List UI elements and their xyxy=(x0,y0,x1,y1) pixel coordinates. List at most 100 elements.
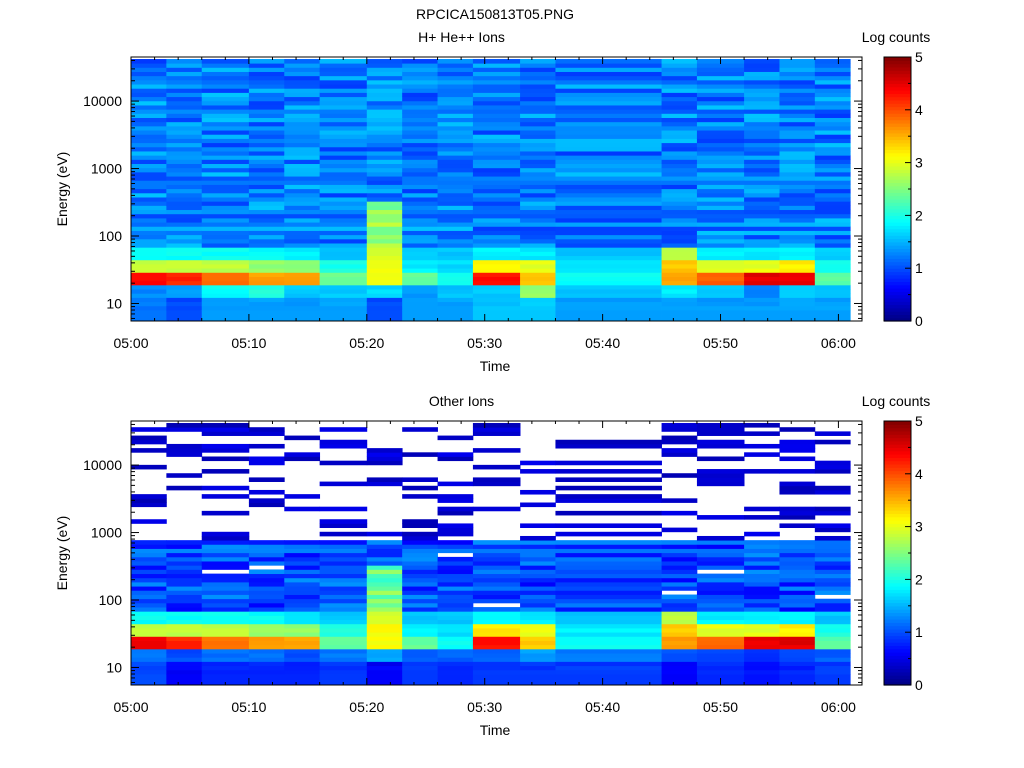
spectrogram-cell xyxy=(661,669,698,675)
spectrogram-cell xyxy=(661,427,698,432)
spectrogram-cell xyxy=(472,134,521,139)
spectrogram-cell xyxy=(201,423,250,428)
spectrogram-cell xyxy=(696,100,745,106)
spectrogram-cell xyxy=(696,109,745,114)
spectrogram-cell xyxy=(319,301,368,307)
time-column xyxy=(319,59,368,321)
time-column xyxy=(284,59,321,321)
colorbar-segment xyxy=(884,258,911,263)
spectrogram-cell xyxy=(696,209,745,215)
spectrogram-cell xyxy=(166,105,203,110)
spectrogram-cell xyxy=(520,268,556,273)
spectrogram-cell xyxy=(366,188,403,194)
spectrogram-cell xyxy=(437,243,474,248)
colorbar-segment xyxy=(884,271,911,276)
spectrogram-cell xyxy=(166,305,203,311)
spectrogram-cell xyxy=(744,226,780,231)
spectrogram-cell xyxy=(779,213,816,219)
spectrogram-cell xyxy=(166,602,203,608)
spectrogram-cell xyxy=(248,598,285,604)
spectrogram-cell xyxy=(402,67,438,72)
spectrogram-cell xyxy=(366,100,403,106)
spectrogram-cell xyxy=(744,192,780,198)
spectrogram-cell xyxy=(472,653,521,658)
y-tick-label: 100 xyxy=(99,228,123,244)
spectrogram-cell xyxy=(744,213,780,219)
spectrogram-cell xyxy=(744,452,780,457)
spectrogram-cell xyxy=(814,665,851,671)
x-tick-label: 05:00 xyxy=(113,335,148,351)
spectrogram-cell xyxy=(744,657,780,662)
colorbar-segment xyxy=(884,572,911,577)
spectrogram-cell xyxy=(131,125,167,131)
colorbar-segment xyxy=(884,589,911,594)
spectrogram-cell xyxy=(248,134,285,139)
colorbar-segment xyxy=(884,238,911,243)
spectrogram-cell xyxy=(166,443,203,449)
spectrogram-cell xyxy=(744,665,780,671)
spectrogram-cell xyxy=(520,197,556,202)
colorbar-segment xyxy=(884,553,911,557)
spectrogram-cell xyxy=(555,280,662,286)
spectrogram-cell xyxy=(319,71,368,77)
spectrogram-cell xyxy=(744,184,780,190)
spectrogram-cell xyxy=(402,669,438,675)
spectrogram-cell xyxy=(402,540,438,545)
spectrogram-cell xyxy=(402,96,438,102)
spectrogram-cell xyxy=(366,573,403,579)
spectrogram-cell xyxy=(661,188,698,194)
spectrogram-cell xyxy=(319,573,368,579)
spectrogram-cell xyxy=(131,581,167,587)
colorbar-tick-label: 2 xyxy=(915,207,923,223)
spectrogram-cell xyxy=(744,284,780,290)
spectrogram-cell xyxy=(744,247,780,252)
spectrogram-cell xyxy=(131,301,167,307)
spectrogram-cell xyxy=(437,192,474,198)
spectrogram-cell xyxy=(284,494,321,499)
spectrogram-cell xyxy=(744,581,780,587)
spectrogram-cell xyxy=(520,489,556,495)
spectrogram-cell xyxy=(319,310,368,321)
spectrogram-cell xyxy=(744,117,780,123)
colorbar-segment xyxy=(884,510,911,514)
time-column xyxy=(779,427,816,685)
colorbar-segment xyxy=(884,142,911,147)
spectrogram-cell xyxy=(402,561,438,566)
spectrogram-cell xyxy=(248,640,285,646)
spectrogram-cell xyxy=(661,561,698,566)
spectrogram-cell xyxy=(555,477,662,482)
colorbar-segment xyxy=(884,450,911,455)
spectrogram-cell xyxy=(166,427,203,432)
spectrogram-cell xyxy=(520,117,556,123)
spectrogram-cell xyxy=(779,134,816,139)
spectrogram-cell xyxy=(779,439,816,445)
spectrogram-cell xyxy=(744,138,780,144)
spectrogram-cell xyxy=(319,569,368,575)
spectrogram-cell xyxy=(814,565,851,570)
spectrogram-cell xyxy=(520,142,556,148)
spectrogram-cell xyxy=(696,640,745,646)
spectrogram-cell xyxy=(814,674,851,685)
spectrogram-cell xyxy=(472,594,521,600)
colorbar-segment xyxy=(884,278,911,282)
colorbar-segment xyxy=(884,66,911,71)
spectrogram-cell xyxy=(555,602,662,608)
spectrogram-cell xyxy=(437,151,474,156)
spectrogram-cell xyxy=(744,188,780,194)
spectrogram-cell xyxy=(661,272,698,277)
spectrogram-cell xyxy=(814,251,851,257)
spectrogram-cell xyxy=(131,623,167,629)
spectrogram-cell xyxy=(555,640,662,646)
spectrogram-cell xyxy=(744,234,780,240)
spectrogram-cell xyxy=(166,594,203,600)
spectrogram-cell xyxy=(520,297,556,303)
spectrogram-cell xyxy=(744,636,780,641)
spectrogram-cell xyxy=(319,67,368,72)
spectrogram-cell xyxy=(520,230,556,236)
spectrogram-cell xyxy=(555,100,662,106)
spectrogram-cell xyxy=(319,138,368,144)
spectrogram-cell xyxy=(248,109,285,114)
spectrogram-cell xyxy=(201,602,250,608)
spectrogram-cell xyxy=(744,648,780,654)
spectrogram-cell xyxy=(131,661,167,667)
